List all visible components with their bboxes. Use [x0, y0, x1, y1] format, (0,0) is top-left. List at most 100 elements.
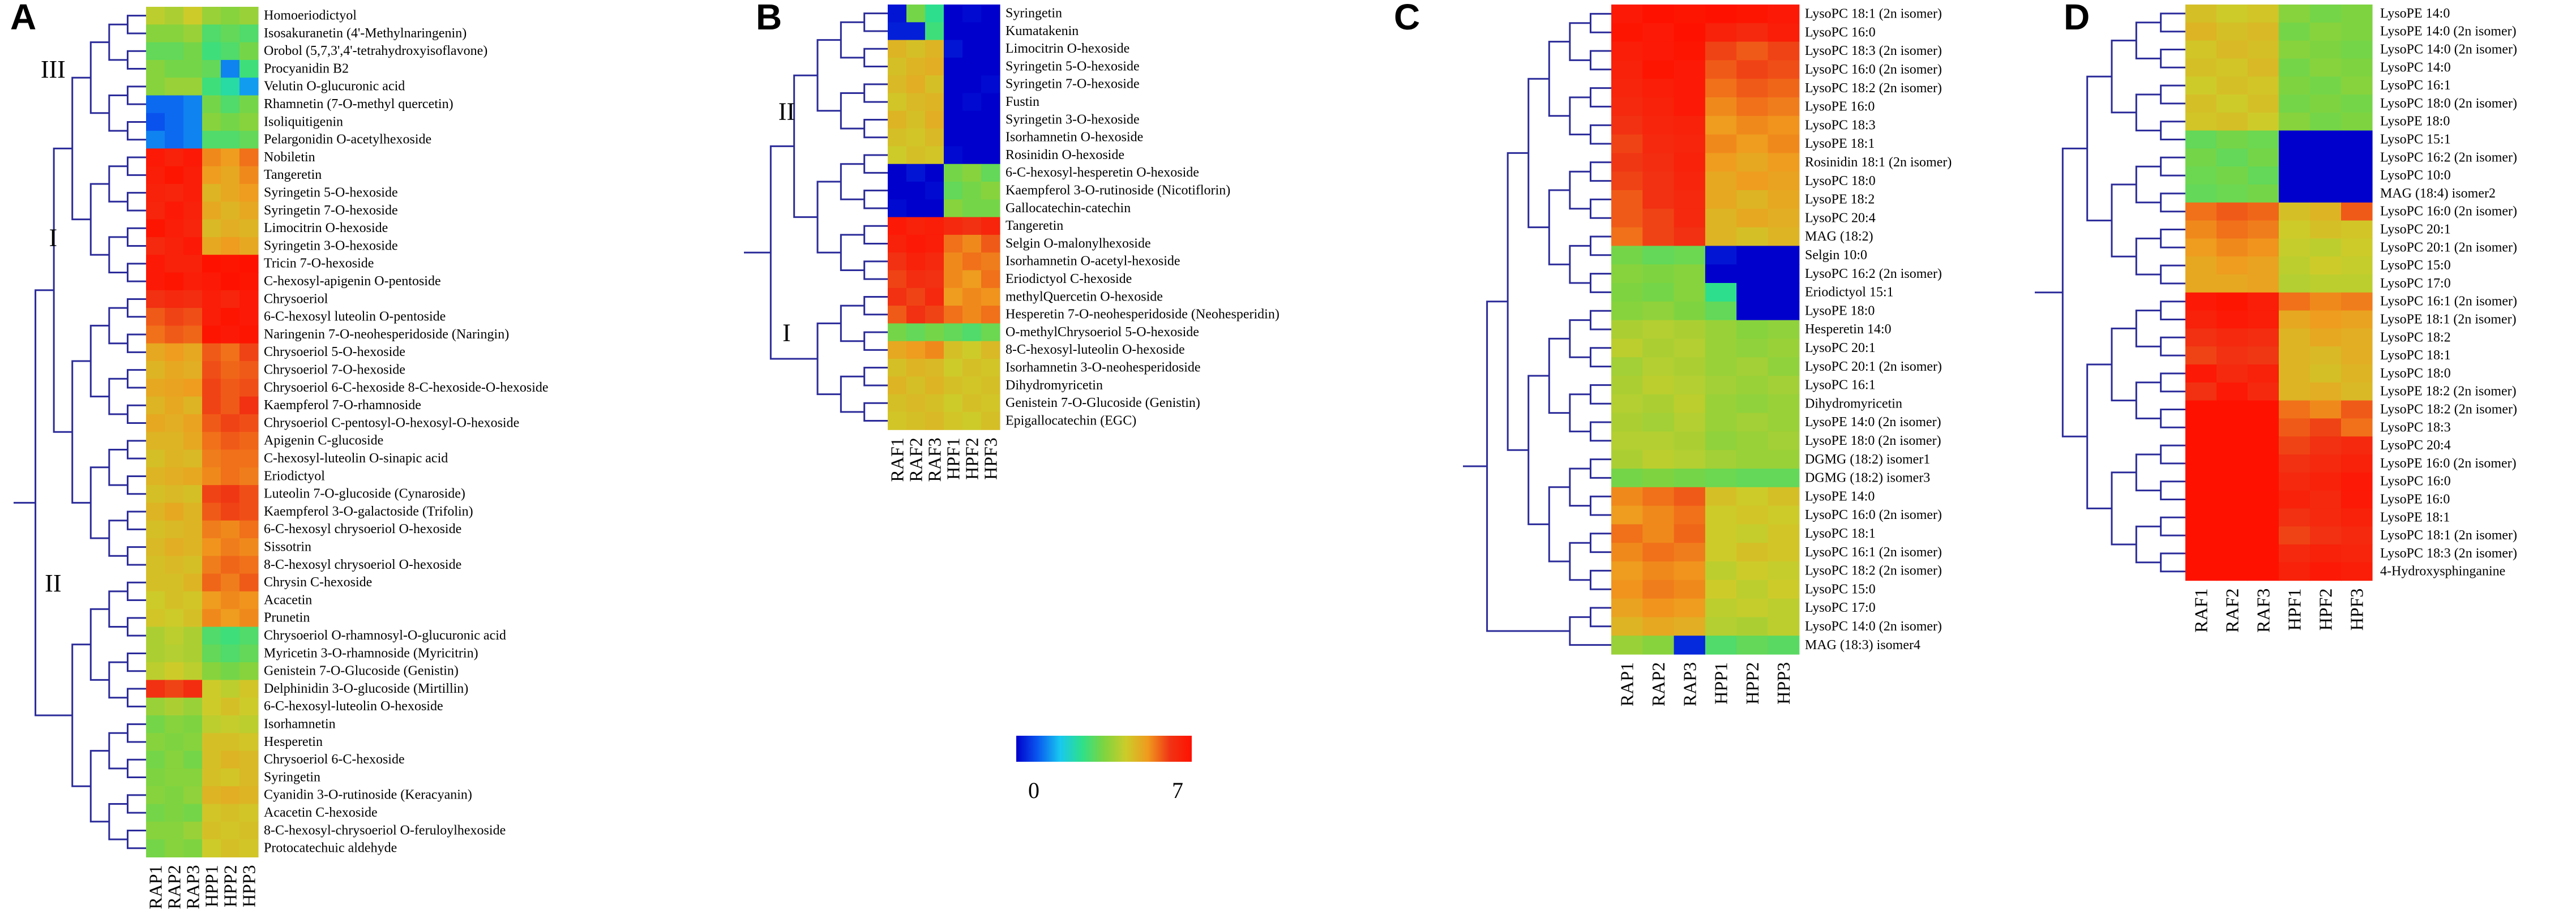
- row-label: LysoPC 18:1 (2n isomer): [1805, 7, 1942, 22]
- heatmap-cell: [2248, 454, 2279, 473]
- heatmap-cell: [1674, 60, 1706, 79]
- heatmap-cell: [202, 556, 221, 574]
- heatmap-cell: [146, 733, 165, 752]
- heatmap-cell: [1736, 376, 1769, 395]
- heatmap-cell: [221, 78, 240, 96]
- heatmap-cell: [1768, 598, 1800, 617]
- heatmap-cell: [2279, 76, 2310, 95]
- heatmap-cell: [2279, 364, 2310, 383]
- heatmap-cell: [239, 59, 259, 78]
- heatmap-cell: [1736, 580, 1769, 599]
- heatmap-cell: [1705, 97, 1737, 117]
- heatmap-cell: [1642, 23, 1675, 42]
- dendrogram-branch: [108, 377, 128, 415]
- heatmap-cell: [239, 733, 259, 752]
- heatmap-cell: [962, 22, 982, 41]
- heatmap-cell: [925, 182, 944, 200]
- heatmap-cell: [165, 680, 184, 698]
- heatmap-cell: [202, 786, 221, 805]
- heatmap-cell: [1642, 543, 1675, 562]
- heatmap-cell: [981, 5, 1000, 23]
- heatmap-cell: [2279, 256, 2310, 275]
- heatmap-cell: [146, 7, 165, 25]
- heatmap-cell: [202, 520, 221, 539]
- dendrogram-branch: [108, 590, 128, 628]
- heatmap-cell: [2248, 472, 2279, 491]
- heatmap-cell: [1674, 598, 1706, 617]
- heatmap-cell: [165, 520, 184, 539]
- heatmap-cell: [2248, 346, 2279, 365]
- heatmap-cell: [239, 42, 259, 61]
- heatmap-cell: [146, 503, 165, 521]
- heatmap-cell: [2310, 166, 2342, 185]
- heatmap-cell: [183, 290, 203, 308]
- heatmap-cell: [221, 839, 240, 857]
- heatmap-cell: [221, 414, 240, 432]
- heatmap-cell: [146, 290, 165, 308]
- heatmap-cell: [981, 110, 1000, 129]
- column-label: RAP3: [183, 865, 203, 909]
- heatmap-cells: [1611, 5, 1800, 655]
- dendrogram-branch: [863, 295, 888, 316]
- heatmap-cell: [146, 95, 165, 114]
- row-label: LysoPC 20:1: [2380, 222, 2451, 237]
- heatmap-cell: [1611, 301, 1643, 321]
- heatmap-cell: [1611, 580, 1643, 599]
- heatmap-cell: [1736, 469, 1769, 488]
- row-label: LysoPC 16:1 (2n isomer): [1805, 545, 1942, 560]
- row-label: LysoPC 18:0: [1805, 174, 1876, 188]
- heatmap-cell: [2310, 544, 2342, 563]
- heatmap-cell: [944, 252, 963, 271]
- heatmap-cell: [944, 146, 963, 165]
- row-label: Dihydromyricetin: [1005, 378, 1103, 393]
- heatmap-cell: [888, 128, 907, 147]
- heatmap-cell: [221, 485, 240, 503]
- row-label: Isosakuranetin (4'-Methylnaringenin): [264, 26, 467, 41]
- heatmap-cell: [981, 323, 1000, 342]
- heatmap-cell: [2216, 58, 2248, 77]
- heatmap-cell: [2185, 130, 2217, 149]
- dendrogram-branch: [2135, 310, 2161, 347]
- heatmap-cell: [2216, 454, 2248, 473]
- heatmap-cell: [183, 166, 203, 184]
- heatmap-cell: [202, 272, 221, 291]
- heatmap-cell: [1642, 413, 1675, 432]
- dendrogram-branch: [1569, 22, 1591, 61]
- dendrogram-branch: [2160, 12, 2185, 33]
- heatmap-cell: [239, 272, 259, 291]
- heatmap-cell: [1736, 153, 1769, 172]
- heatmap-cell: [146, 573, 165, 592]
- heatmap-cell: [981, 411, 1000, 430]
- row-label: LysoPC 18:2 (2n isomer): [1805, 564, 1942, 578]
- heatmap-cell: [888, 217, 907, 235]
- dendrogram-branch: [2160, 192, 2185, 213]
- heatmap-cell: [925, 359, 944, 377]
- row-label: LysoPE 14:0: [2380, 6, 2450, 21]
- heatmap-cell: [221, 272, 240, 291]
- heatmap-cell: [183, 131, 203, 149]
- dendrogram-branch: [1569, 319, 1591, 358]
- heatmap-cell: [888, 5, 907, 23]
- heatmap-cell: [1642, 617, 1675, 636]
- heatmap-cell: [183, 503, 203, 521]
- heatmap-cell: [1642, 357, 1675, 376]
- heatmap-cell: [202, 609, 221, 628]
- row-label: Velutin O-glucuronic acid: [264, 79, 405, 94]
- heatmap-cell: [2185, 95, 2217, 113]
- heatmap-cell: [2341, 274, 2373, 293]
- heatmap-cell: [239, 804, 259, 822]
- row-labels: Homoeriodictyol Isosakuranetin (4'-Methyl…: [264, 8, 549, 856]
- heatmap-cell: [2185, 310, 2217, 329]
- heatmap-cell: [202, 449, 221, 468]
- heatmap-cell: [1705, 376, 1737, 395]
- heatmap-cell: [981, 75, 1000, 94]
- heatmap-cell: [1674, 23, 1706, 42]
- row-label: LysoPC 16:0 (2n isomer): [1805, 508, 1942, 522]
- dendrogram-branch: [1589, 533, 1611, 553]
- heatmap-cell: [2310, 95, 2342, 113]
- heatmap-cell: [2248, 238, 2279, 257]
- heatmap-cell: [1674, 134, 1706, 153]
- heatmap-cell: [925, 5, 944, 23]
- heatmap-cell: [888, 394, 907, 413]
- heatmap-cell: [146, 272, 165, 291]
